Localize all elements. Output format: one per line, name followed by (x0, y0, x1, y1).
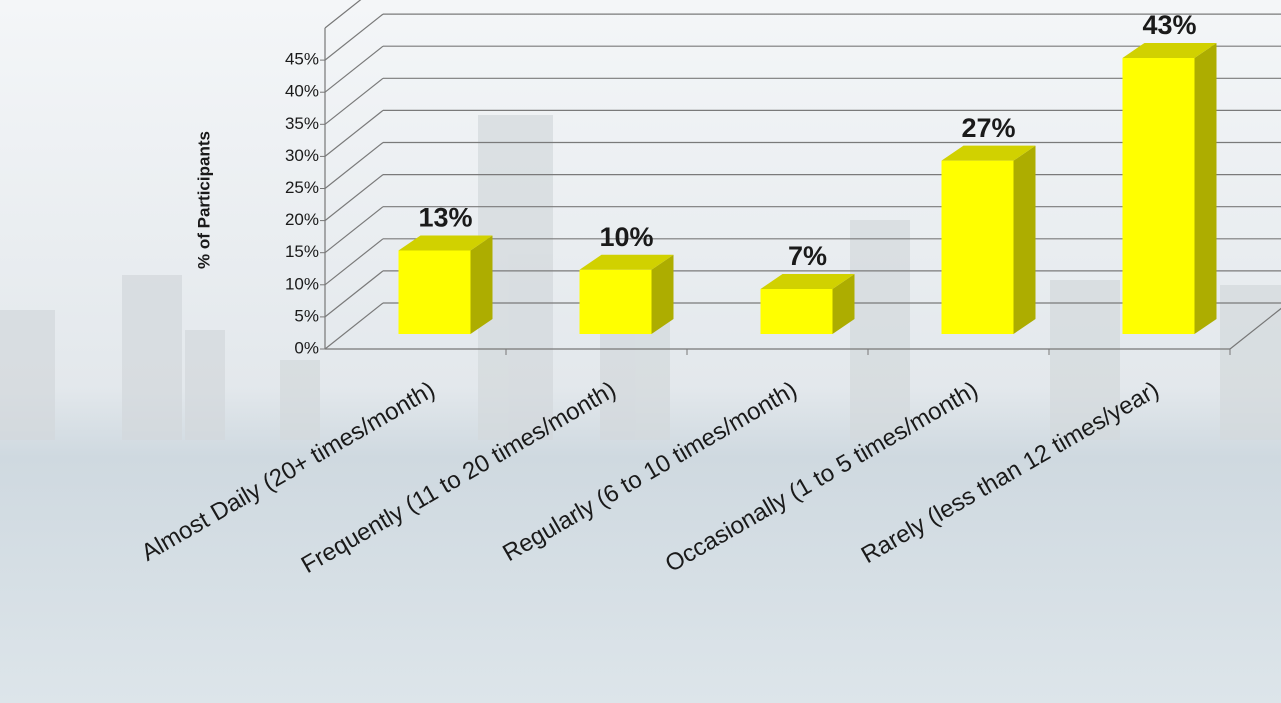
grid-line (324, 238, 384, 286)
grid-line (324, 142, 384, 189)
value-label: 43% (1142, 10, 1196, 40)
y-tick-label: 40% (285, 82, 319, 101)
bar-side (1013, 145, 1036, 334)
bar (760, 274, 855, 334)
y-tick-label: 45% (285, 50, 319, 69)
y-tick-label: 0% (294, 338, 319, 357)
value-label: 10% (599, 222, 653, 252)
grid-line (324, 302, 384, 350)
grid-line (324, 45, 384, 93)
bar-top (760, 274, 855, 290)
bar-side (651, 254, 674, 334)
bar-front (760, 289, 833, 334)
bar (1122, 42, 1217, 334)
bar-top (1122, 42, 1217, 58)
bar-front (398, 250, 471, 334)
wall-edge (324, 0, 362, 29)
bar-front (579, 269, 652, 334)
y-tick-label: 30% (285, 146, 319, 165)
y-axis-title: % of Participants (194, 131, 213, 269)
skyline (0, 115, 1281, 440)
bar-side (470, 235, 493, 334)
grid-line (324, 206, 384, 254)
y-tick-label: 35% (285, 114, 319, 133)
floor-edge (1229, 307, 1281, 350)
y-tick-label: 25% (285, 178, 319, 197)
grid-line (324, 13, 384, 61)
bar-top (398, 235, 493, 251)
y-tick-label: 5% (294, 306, 319, 325)
value-label: 7% (788, 241, 827, 271)
y-tick-label: 10% (285, 274, 319, 293)
y-tick-label: 20% (285, 210, 319, 229)
grid-line (324, 174, 384, 222)
bar (941, 145, 1036, 334)
value-label: 27% (961, 113, 1015, 143)
bar-top (579, 254, 674, 270)
y-tick-label: 15% (285, 242, 319, 261)
grid-line (324, 270, 384, 318)
value-label: 13% (418, 203, 472, 233)
bar-side (1194, 42, 1217, 334)
bar (398, 235, 493, 334)
bar-side (832, 274, 855, 334)
bar-front (1122, 57, 1195, 334)
bar-top (941, 145, 1036, 161)
bar (579, 254, 674, 334)
grid-line (324, 77, 384, 125)
grid-line (324, 109, 384, 157)
bar-front (941, 160, 1014, 334)
